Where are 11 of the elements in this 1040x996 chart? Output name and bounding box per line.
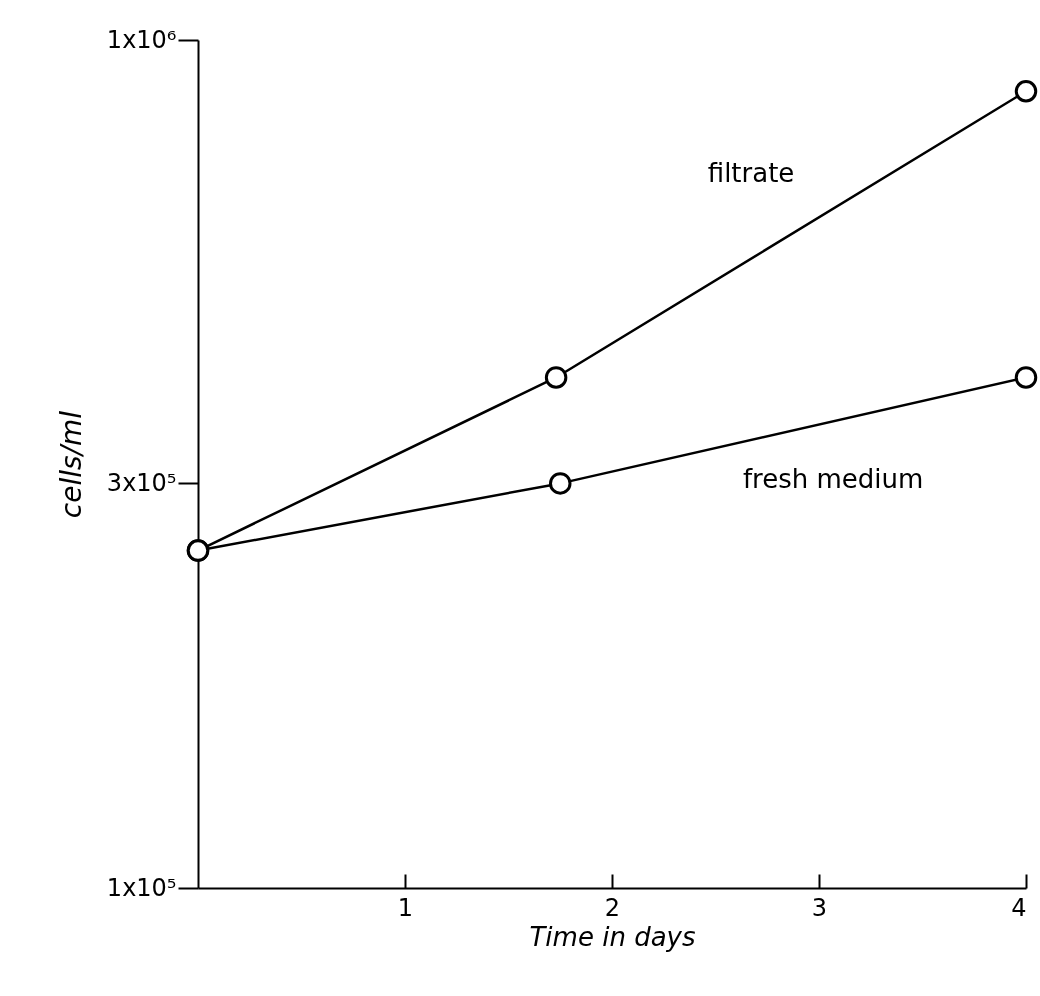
x-tick-label: 4: [1011, 893, 1027, 922]
y-axis-title: cells/ml: [54, 410, 88, 519]
series-label: fresh medium: [742, 464, 924, 495]
x-tick-label: 1: [397, 893, 414, 922]
y-tick-label: 1x10⁶: [106, 25, 177, 54]
y-tick-label: 3x10⁵: [106, 468, 177, 497]
x-tick-label: 3: [811, 893, 828, 922]
y-tick-label: 1x10⁵: [106, 873, 177, 902]
x-axis-title: Time in days: [529, 921, 696, 952]
x-tick-label: 2: [604, 893, 621, 922]
series-label: filtrate: [707, 158, 795, 189]
